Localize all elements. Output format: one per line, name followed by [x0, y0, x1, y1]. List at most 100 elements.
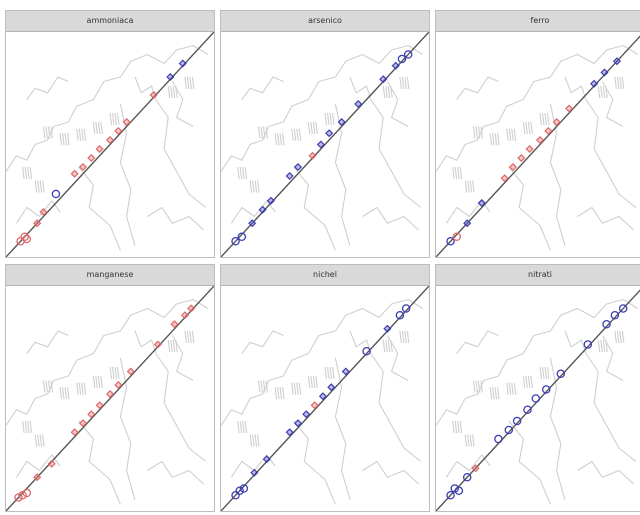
data-point [78, 162, 88, 172]
plot-area [6, 32, 214, 257]
panel-nitrati: nitrati [435, 264, 640, 512]
data-point [105, 389, 115, 399]
data-point [590, 79, 599, 88]
data-point [391, 61, 400, 70]
data-point [114, 126, 123, 136]
data-point [523, 405, 532, 415]
data-point [166, 72, 175, 82]
data-point [541, 385, 551, 394]
data-point [237, 232, 247, 241]
data-point [293, 419, 303, 428]
panel-title: arsenico [221, 11, 429, 32]
data-point [70, 428, 79, 437]
data-point [552, 117, 561, 127]
plot-area [436, 286, 640, 511]
data-point [337, 117, 346, 127]
data-point [395, 310, 405, 320]
data-point [14, 493, 23, 502]
data-point [231, 490, 240, 500]
data-point [612, 57, 622, 66]
data-point [178, 59, 187, 68]
data-point [362, 347, 371, 356]
data-point [325, 129, 334, 138]
data-point [600, 68, 609, 77]
background-map [221, 44, 424, 251]
data-point [262, 455, 271, 464]
scatter-svg [6, 286, 214, 511]
reference-line [436, 35, 640, 257]
data-point [544, 126, 553, 136]
data-point [170, 320, 179, 329]
data-point [463, 219, 472, 228]
data-point [318, 392, 327, 401]
data-point [122, 117, 131, 127]
data-point [512, 416, 522, 426]
panel-title: manganese [6, 265, 214, 286]
data-point [450, 484, 459, 493]
data-point [302, 410, 311, 419]
data-point [235, 486, 244, 495]
data-point [293, 162, 303, 172]
data-point [462, 472, 472, 482]
data-point [231, 236, 240, 246]
scatter-svg [6, 32, 214, 257]
data-point [126, 367, 135, 376]
data-point [327, 383, 336, 392]
data-point [618, 304, 628, 313]
data-point [250, 468, 259, 477]
panel-nichel: nichel [220, 264, 430, 512]
data-point [149, 90, 158, 100]
data-point [187, 304, 196, 313]
plot-area [221, 286, 429, 511]
background-map [436, 298, 639, 505]
data-point [403, 50, 413, 59]
data-point [508, 162, 518, 172]
data-point [87, 410, 96, 419]
scatter-svg [221, 286, 429, 511]
scatter-svg [436, 35, 640, 257]
data-point [397, 54, 407, 64]
panel-title: nitrati [436, 265, 640, 286]
data-point [33, 473, 42, 482]
data-point [556, 369, 566, 379]
data-point [452, 232, 462, 241]
data-point [285, 171, 294, 181]
data-point [535, 135, 545, 145]
panel-title: nichel [221, 265, 429, 286]
data-point [446, 236, 455, 246]
data-point [258, 205, 267, 214]
reference-line [221, 286, 429, 511]
data-point [47, 459, 56, 468]
data-point [379, 75, 388, 84]
scatter-svg [436, 289, 640, 511]
panel-arsenico: arsenico [220, 10, 430, 258]
data-point [446, 490, 455, 500]
reference-line [6, 32, 214, 257]
background-map [221, 298, 424, 505]
data-point [565, 104, 574, 113]
data-point [383, 324, 392, 333]
data-point [20, 232, 29, 241]
data-point [494, 434, 503, 444]
panel-ammoniaca: ammoniaca [5, 10, 215, 258]
data-point [95, 144, 104, 154]
data-point [316, 140, 325, 149]
data-point [114, 380, 123, 390]
data-point [87, 153, 96, 163]
data-point [95, 401, 104, 410]
data-point [22, 234, 32, 244]
data-point [239, 484, 249, 493]
data-point [500, 174, 509, 183]
data-point [105, 135, 115, 145]
panel-title: ferro [436, 11, 640, 32]
data-point [610, 310, 620, 320]
data-point [51, 189, 61, 199]
reference-line [221, 32, 429, 257]
data-point [471, 464, 480, 473]
data-point [341, 367, 350, 376]
plot-area [436, 32, 640, 257]
data-point [401, 304, 411, 313]
data-point [153, 340, 162, 349]
data-point [18, 490, 27, 500]
data-point [602, 320, 611, 329]
